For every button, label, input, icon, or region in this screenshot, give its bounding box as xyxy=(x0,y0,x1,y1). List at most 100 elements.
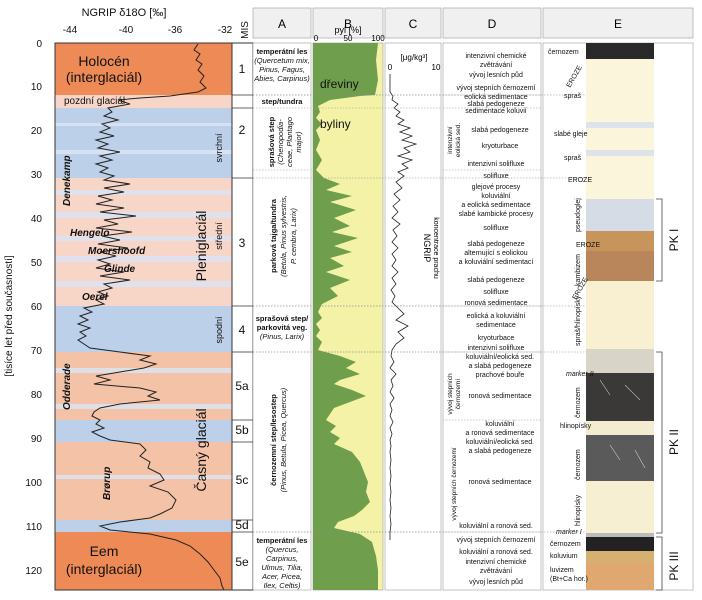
svg-text:kryoturbace: kryoturbace xyxy=(478,335,515,342)
mis-5c: 5c xyxy=(236,473,249,487)
svg-text:a slabá pedogeneze: a slabá pedogeneze xyxy=(468,448,531,455)
svg-text:30: 30 xyxy=(31,170,43,181)
pollen-tick-0: 0 xyxy=(314,34,319,43)
svg-text:eolická sedimentace: eolická sedimentace xyxy=(464,94,528,101)
dust-tick-0: 0 xyxy=(388,63,393,72)
svg-text:kambizem: kambizem xyxy=(575,254,582,286)
svg-text:90: 90 xyxy=(31,434,43,445)
x-tick-2: -40 xyxy=(119,25,134,36)
svg-text:spraš: spraš xyxy=(564,93,582,100)
svg-text:70: 70 xyxy=(31,346,43,357)
early-glacial-label: Časný glaciál xyxy=(193,408,209,491)
svg-text:prachové bouře: prachové bouře xyxy=(476,372,525,379)
pk-brackets xyxy=(656,198,663,591)
gley-band-1 xyxy=(586,122,654,128)
col-a-6-head: černozemní step/lesostep xyxy=(269,394,278,486)
left-panel-text: NGRIP δ18O [‰] -44 -40 -36 -32 MIS [tisí… xyxy=(4,7,251,577)
svg-text:marker II: marker II xyxy=(566,371,594,378)
pollen-tick-50: 50 xyxy=(344,34,353,43)
mis-5a: 5a xyxy=(235,379,249,393)
mis-1: 1 xyxy=(239,62,246,76)
svg-text:(Pinus, Betula, Picea, Quercus: (Pinus, Betula, Picea, Quercus) xyxy=(279,387,288,492)
ngrip-axis-title: NGRIP δ18O [‰] xyxy=(82,7,167,19)
svg-text:koluviální a ronová sed.: koluviální a ronová sed. xyxy=(459,549,533,556)
spodni-label: spodní xyxy=(214,316,224,344)
moershoofd-label: Moershoofd xyxy=(88,246,146,257)
brorup-label: Brørup xyxy=(102,467,113,500)
svg-text:(Quercetum mix,: (Quercetum mix, xyxy=(254,56,309,65)
mis5c-band xyxy=(55,442,232,520)
gley-band-2 xyxy=(586,150,654,156)
svg-text:koluviální/eolická sed.: koluviální/eolická sed. xyxy=(466,439,534,446)
svg-text:40: 40 xyxy=(31,214,43,225)
svg-text:parkovitá veg.: parkovitá veg. xyxy=(257,323,307,332)
column-header-c: C xyxy=(409,17,418,31)
svg-text:Abies, Carpinus): Abies, Carpinus) xyxy=(253,74,310,83)
col-a-3-head: sprašová step xyxy=(267,116,276,167)
ngrip-vertical-label: NGRIP xyxy=(422,234,432,263)
svg-text:luvizem: luvizem xyxy=(550,567,574,574)
x-tick-3: -36 xyxy=(168,25,183,36)
eem-label: Eem xyxy=(90,543,119,559)
mis-2: 2 xyxy=(239,123,246,137)
svg-text:intenzivní solifluxe: intenzivní solifluxe xyxy=(468,345,525,352)
svg-text:(Quercus,: (Quercus, xyxy=(266,545,299,554)
svg-text:vývoj lesních půd: vývoj lesních půd xyxy=(469,578,523,586)
svg-text:slabé kambické procesy: slabé kambické procesy xyxy=(459,211,534,218)
svg-text:pseudoglej: pseudoglej xyxy=(575,198,582,232)
interstadial-names: Denekamp Hengelo Moershoofd Glinde Oerel… xyxy=(62,155,146,500)
column-header-a: A xyxy=(278,17,286,31)
svg-text:slabá pedogeneze: slabá pedogeneze xyxy=(467,277,524,284)
odderade-label: Odderade xyxy=(62,363,73,410)
pseudogley xyxy=(586,199,654,231)
loess-sandy xyxy=(586,281,654,349)
svg-text:110: 110 xyxy=(26,522,42,533)
mis-5b: 5b xyxy=(235,423,249,437)
loam-sand-1 xyxy=(586,421,654,435)
svg-text:80: 80 xyxy=(31,390,43,401)
svg-text:alternující s eolickou: alternující s eolickou xyxy=(464,250,528,257)
mis-4: 4 xyxy=(239,323,246,337)
mis5d-band xyxy=(55,520,232,532)
column-header-b: B xyxy=(344,17,352,31)
marker1-band xyxy=(586,533,654,537)
late-glacial-label: pozdní glaciál xyxy=(64,96,125,107)
pollen-axis-label: pyl [%] xyxy=(334,25,361,35)
mis-5e: 5e xyxy=(235,555,249,569)
svg-text:intenzivní solifluxe: intenzivní solifluxe xyxy=(468,161,525,168)
glinde-label: Glinde xyxy=(104,264,136,275)
mis4-band xyxy=(55,306,232,352)
svg-text:hlinopísky: hlinopísky xyxy=(575,494,582,526)
column-a: temperátní les (Quercetum mix, Pinus, Fa… xyxy=(252,42,312,591)
svg-text:intenzivní: intenzivní xyxy=(447,126,454,154)
col-a-2-head: step/tundra xyxy=(262,97,304,106)
svg-text:marker I: marker I xyxy=(556,529,582,536)
svg-text:Ilex, Celtis): Ilex, Celtis) xyxy=(263,581,301,590)
col-a-7-head: temperátní les xyxy=(257,536,308,545)
interstadial-stripes xyxy=(55,123,232,479)
svg-text:černozem: černozem xyxy=(575,387,582,418)
svg-text:eolická sed.: eolická sed. xyxy=(455,123,462,158)
svg-text:ronová sedimentace: ronová sedimentace xyxy=(468,479,531,486)
svg-text:hlinopísky: hlinopísky xyxy=(560,423,592,430)
y-axis-label: [tisíce let před současností] xyxy=(4,255,15,376)
svg-text:sedimentace: sedimentace xyxy=(476,322,516,329)
svg-text:zvětrávání: zvětrávání xyxy=(480,62,512,69)
svg-text:sedimentace koluvií: sedimentace koluvií xyxy=(465,108,527,115)
svg-text:černozemí: černozemí xyxy=(455,379,462,410)
svg-text:intenzivní chemické: intenzivní chemické xyxy=(465,53,526,60)
svg-text:spraš: spraš xyxy=(564,155,582,162)
svg-text:solifluxe: solifluxe xyxy=(483,225,508,232)
eem-sub-label: (interglaciál) xyxy=(66,561,142,577)
svg-text:EROZE: EROZE xyxy=(568,177,592,184)
svg-text:60: 60 xyxy=(31,302,43,313)
svg-text:eolická a koluviální: eolická a koluviální xyxy=(467,313,526,320)
ngrip-d18o-curve xyxy=(76,43,225,591)
svg-text:vývoj stepních černozemí: vývoj stepních černozemí xyxy=(457,537,536,544)
svg-text:Carpinus,: Carpinus, xyxy=(266,554,298,563)
svg-text:slabá pedogeneze: slabá pedogeneze xyxy=(471,127,528,134)
svg-text:kryoturbace: kryoturbace xyxy=(482,143,519,150)
trees-label: dřeviny xyxy=(320,77,359,91)
svg-text:intenzivní chemické: intenzivní chemické xyxy=(465,559,526,566)
chernozem-3 xyxy=(586,537,654,551)
